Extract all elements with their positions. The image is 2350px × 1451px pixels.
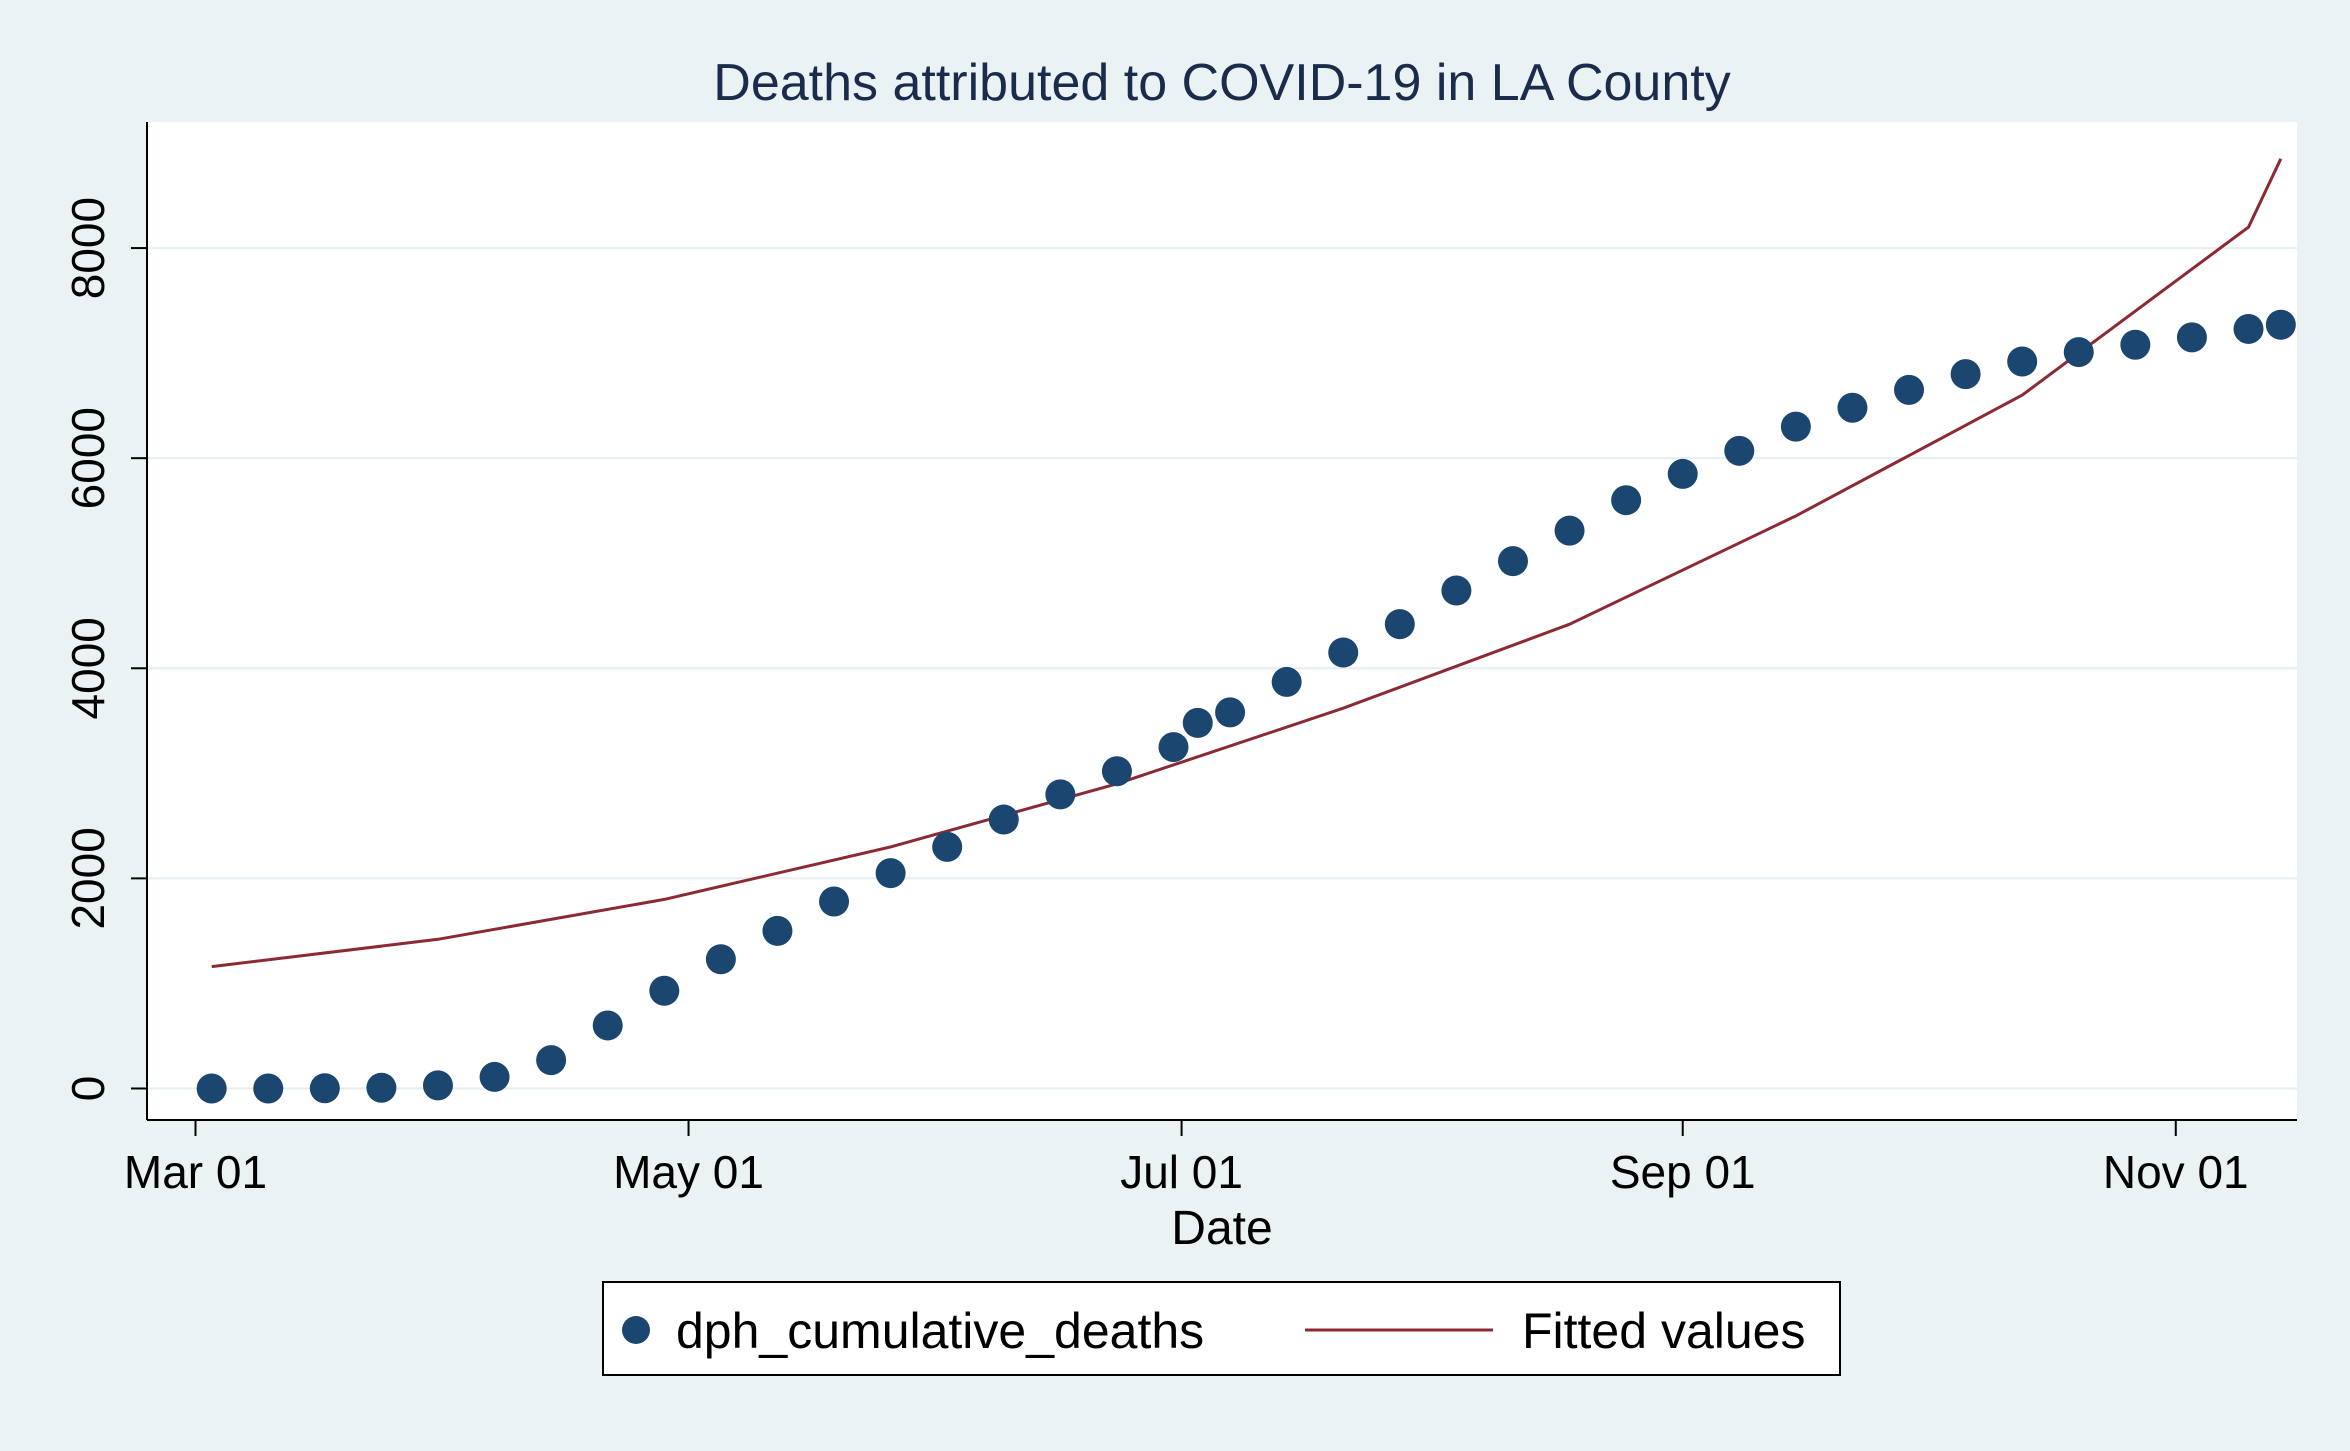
data-point	[1045, 779, 1076, 810]
legend: dph_cumulative_deaths Fitted values	[602, 1281, 1841, 1376]
legend-marker-cumulative-deaths	[622, 1316, 650, 1344]
data-point	[1182, 707, 1213, 738]
data-point	[819, 886, 850, 917]
data-point	[196, 1073, 227, 1104]
x-axis-title: Date	[1171, 1202, 1272, 1255]
x-tick-label: Jul 01	[1120, 1146, 1243, 1198]
tick-labels: 0 2000 4000 6000 8000 Mar 01 May 01 Jul 01 Sep 0…	[62, 197, 2249, 1198]
data-point	[1271, 666, 1302, 697]
data-point	[1158, 732, 1189, 763]
legend-box	[602, 1281, 1841, 1376]
data-point	[705, 944, 736, 975]
data-point	[1780, 411, 1811, 442]
data-point	[309, 1073, 340, 1104]
data-point	[253, 1073, 284, 1104]
y-tick-label: 0	[62, 1076, 114, 1102]
data-point	[762, 915, 793, 946]
data-point	[422, 1070, 453, 1101]
y-tick-label: 6000	[62, 407, 114, 509]
data-point	[366, 1072, 397, 1103]
plot-background	[147, 122, 2297, 1120]
data-point	[536, 1045, 567, 1076]
data-point	[1554, 515, 1585, 546]
data-point	[875, 858, 906, 889]
data-point	[988, 804, 1019, 835]
x-tick-label: Sep 01	[1610, 1146, 1756, 1198]
y-tick-label: 4000	[62, 617, 114, 719]
x-tick-label: Nov 01	[2103, 1146, 2249, 1198]
data-point	[932, 831, 963, 862]
data-point	[2176, 322, 2207, 353]
data-point	[2120, 329, 2151, 360]
data-point	[479, 1061, 510, 1092]
data-point	[1837, 392, 1868, 423]
data-point	[2063, 337, 2094, 368]
y-tick-label: 8000	[62, 197, 114, 299]
data-point	[1215, 697, 1246, 728]
data-point	[1101, 756, 1132, 787]
chart-title: Deaths attributed to COVID-19 in LA Coun…	[713, 54, 1730, 112]
data-point	[1328, 637, 1359, 668]
data-point	[2265, 309, 2296, 340]
data-point	[1724, 435, 1755, 466]
data-point	[1667, 458, 1698, 489]
data-point	[2233, 313, 2264, 344]
data-point	[2007, 346, 2038, 377]
fitted-values-series	[211, 158, 2283, 969]
fitted-values-line	[211, 158, 2283, 969]
legend-label-cumulative-deaths: dph_cumulative_deaths	[676, 1303, 1204, 1359]
data-point	[649, 975, 680, 1006]
grid-lines	[147, 247, 2297, 1090]
data-point	[1611, 485, 1642, 516]
y-tick-label: 2000	[62, 827, 114, 929]
x-tick-label: Mar 01	[124, 1146, 267, 1198]
x-tick-label: May 01	[613, 1146, 764, 1198]
data-point	[1384, 609, 1415, 640]
axes	[131, 122, 2297, 1136]
cumulative-deaths-series	[196, 309, 2296, 1104]
data-point	[1950, 359, 1981, 390]
data-point	[592, 1010, 623, 1041]
data-point	[1894, 374, 1925, 405]
data-point	[1441, 575, 1472, 606]
data-point	[1497, 546, 1528, 577]
legend-label-fitted-values: Fitted values	[1522, 1303, 1805, 1359]
